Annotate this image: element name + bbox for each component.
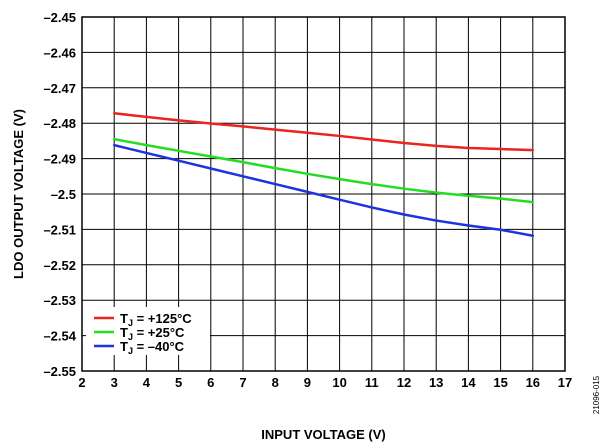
y-tick-label: –2.47	[43, 81, 76, 96]
tick-labels: 2 3 4 5 6 7 8 9 10 11 12 13 14 15 16 17 –2.45 –2.46 –2.47 –…	[43, 10, 572, 390]
y-tick-label: –2.51	[43, 222, 76, 237]
x-tick-label: 9	[304, 375, 311, 390]
x-tick-label: 6	[207, 375, 214, 390]
x-tick-label: 2	[78, 375, 85, 390]
x-tick-label: 5	[175, 375, 182, 390]
y-tick-label: –2.52	[43, 258, 76, 273]
figure-id: 21096-015	[592, 375, 601, 414]
legend-label: TJ = –40°C	[120, 339, 185, 356]
x-tick-label: 11	[365, 375, 379, 390]
x-tick-label: 15	[493, 375, 507, 390]
series-lines	[112, 112, 535, 238]
y-tick-label: –2.53	[43, 293, 76, 308]
series-line	[112, 137, 535, 204]
x-tick-label: 14	[461, 375, 476, 390]
series-line	[112, 112, 535, 152]
legend-label: TJ = +125°C	[120, 311, 192, 328]
y-tick-label: –2.5	[51, 187, 76, 202]
y-tick-label: –2.49	[43, 152, 76, 167]
series-line	[112, 143, 535, 238]
x-tick-label: 13	[429, 375, 443, 390]
x-tick-label: 12	[397, 375, 411, 390]
x-tick-label: 8	[272, 375, 279, 390]
x-tick-label: 7	[239, 375, 246, 390]
x-tick-label: 3	[111, 375, 118, 390]
y-tick-label: –2.55	[43, 364, 76, 379]
plot-border	[81, 16, 566, 372]
y-tick-label: –2.46	[43, 45, 76, 60]
legend-label: TJ = +25°C	[120, 325, 185, 342]
y-tick-label: –2.54	[43, 329, 76, 344]
x-tick-label: 16	[526, 375, 540, 390]
x-tick-label: 17	[558, 375, 572, 390]
y-axis-label: LDO OUTPUT VOLTAGE (V)	[11, 109, 26, 279]
x-tick-label: 10	[332, 375, 346, 390]
y-tick-label: –2.48	[43, 116, 76, 131]
legend: TJ = +125°CTJ = +25°CTJ = –40°C	[86, 307, 210, 356]
grid	[81, 16, 566, 372]
x-axis-label: INPUT VOLTAGE (V)	[261, 427, 385, 442]
y-tick-label: –2.45	[43, 10, 76, 25]
x-tick-label: 4	[143, 375, 151, 390]
